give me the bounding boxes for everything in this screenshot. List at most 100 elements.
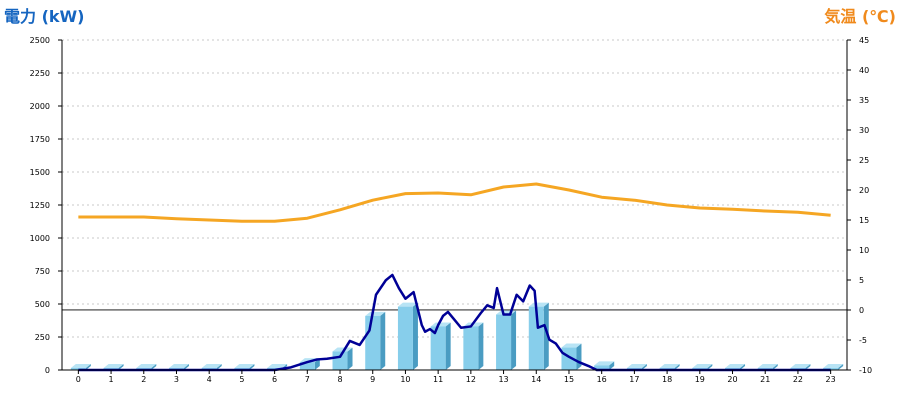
x-tick-label: 14 bbox=[531, 375, 541, 384]
bar-hour-9 bbox=[365, 311, 386, 370]
x-tick-label: 3 bbox=[174, 375, 179, 384]
right-tick-label: 35 bbox=[859, 96, 869, 105]
x-tick-label: 23 bbox=[826, 375, 836, 384]
bar-top bbox=[430, 322, 451, 327]
x-tick-label: 20 bbox=[727, 375, 737, 384]
bar-top bbox=[201, 364, 222, 369]
bar-top bbox=[397, 302, 418, 307]
x-tick-label: 0 bbox=[76, 375, 81, 384]
bar-side bbox=[707, 364, 713, 370]
x-tick-label: 21 bbox=[760, 375, 770, 384]
x-tick-label: 19 bbox=[695, 375, 705, 384]
bar-front bbox=[463, 326, 479, 370]
bar-top bbox=[103, 364, 124, 369]
bar-top bbox=[692, 364, 713, 369]
bar-top bbox=[528, 302, 549, 307]
x-tick-label: 4 bbox=[207, 375, 212, 384]
x-tick-label: 11 bbox=[433, 375, 443, 384]
left-tick-label: 2000 bbox=[30, 102, 50, 111]
bar-top bbox=[823, 364, 844, 369]
x-tick-label: 18 bbox=[662, 375, 672, 384]
bar-side bbox=[805, 364, 811, 370]
x-tick-label: 16 bbox=[597, 375, 607, 384]
bar-top bbox=[790, 364, 811, 369]
bar-top bbox=[561, 343, 582, 348]
x-tick-label: 10 bbox=[400, 375, 410, 384]
bar-top bbox=[168, 364, 189, 369]
x-tick-label: 22 bbox=[793, 375, 803, 384]
bar-side bbox=[478, 322, 484, 370]
bar-front bbox=[397, 306, 413, 370]
right-axis-title: 気温 (℃) bbox=[824, 7, 896, 26]
bar-side bbox=[314, 358, 320, 370]
bar-top bbox=[757, 364, 778, 369]
bar-hour-12 bbox=[463, 322, 484, 370]
bar-hour-13 bbox=[496, 310, 517, 370]
bar-side bbox=[118, 364, 124, 370]
bar-hour-16 bbox=[594, 361, 615, 370]
axes: 02505007501000125015001750200022502500-1… bbox=[30, 36, 872, 384]
bar-top bbox=[594, 361, 615, 366]
bar-top bbox=[332, 347, 353, 352]
bar-side bbox=[380, 311, 386, 370]
bar-hour-11 bbox=[430, 322, 451, 370]
temperature-line bbox=[78, 182, 831, 223]
right-tick-label: 20 bbox=[859, 186, 869, 195]
left-tick-label: 1000 bbox=[30, 234, 50, 243]
bar-side bbox=[772, 364, 778, 370]
bar-front bbox=[430, 326, 446, 370]
x-tick-label: 17 bbox=[629, 375, 639, 384]
x-tick-label: 6 bbox=[272, 375, 277, 384]
left-tick-label: 250 bbox=[35, 333, 50, 342]
right-tick-label: 40 bbox=[859, 66, 869, 75]
left-tick-label: 1250 bbox=[30, 201, 50, 210]
bar-top bbox=[267, 364, 288, 369]
power-line bbox=[78, 273, 831, 372]
right-tick-label: 45 bbox=[859, 36, 869, 45]
right-tick-label: 5 bbox=[859, 276, 864, 285]
right-tick-label: 15 bbox=[859, 216, 869, 225]
bar-front bbox=[496, 314, 512, 370]
bar-front bbox=[332, 351, 348, 370]
bar-side bbox=[609, 361, 615, 370]
bar-side bbox=[347, 347, 353, 370]
left-tick-label: 0 bbox=[45, 366, 50, 375]
bar-side bbox=[511, 310, 517, 370]
bar-side bbox=[183, 364, 189, 370]
bar-top bbox=[626, 364, 647, 369]
right-tick-label: -10 bbox=[859, 366, 872, 375]
bar-side bbox=[85, 364, 91, 370]
left-tick-label: 2250 bbox=[30, 69, 50, 78]
right-tick-label: -5 bbox=[859, 336, 867, 345]
series-lines bbox=[78, 182, 831, 372]
left-axis-title: 電力 (kW) bbox=[4, 7, 85, 26]
power-bars bbox=[70, 302, 844, 370]
x-tick-label: 1 bbox=[109, 375, 114, 384]
bar-top bbox=[365, 311, 386, 316]
bar-side bbox=[412, 302, 418, 370]
bar-front bbox=[365, 315, 381, 370]
bar-side bbox=[576, 343, 582, 370]
bar-top bbox=[136, 364, 157, 369]
left-tick-label: 1500 bbox=[30, 168, 50, 177]
bar-front bbox=[594, 365, 610, 370]
bar-side bbox=[543, 302, 549, 370]
bar-front bbox=[528, 306, 544, 370]
x-tick-label: 5 bbox=[239, 375, 244, 384]
bar-top bbox=[659, 364, 680, 369]
right-tick-label: 0 bbox=[859, 306, 864, 315]
x-tick-label: 2 bbox=[141, 375, 146, 384]
x-tick-label: 7 bbox=[305, 375, 310, 384]
bar-top bbox=[725, 364, 746, 369]
x-tick-label: 12 bbox=[466, 375, 476, 384]
x-tick-label: 8 bbox=[337, 375, 342, 384]
x-tick-label: 15 bbox=[564, 375, 574, 384]
bar-hour-14 bbox=[528, 302, 549, 370]
bar-side bbox=[249, 364, 255, 370]
bar-side bbox=[740, 364, 746, 370]
bar-top bbox=[70, 364, 91, 369]
right-tick-label: 30 bbox=[859, 126, 869, 135]
bar-hour-10 bbox=[397, 302, 418, 370]
bar-side bbox=[674, 364, 680, 370]
